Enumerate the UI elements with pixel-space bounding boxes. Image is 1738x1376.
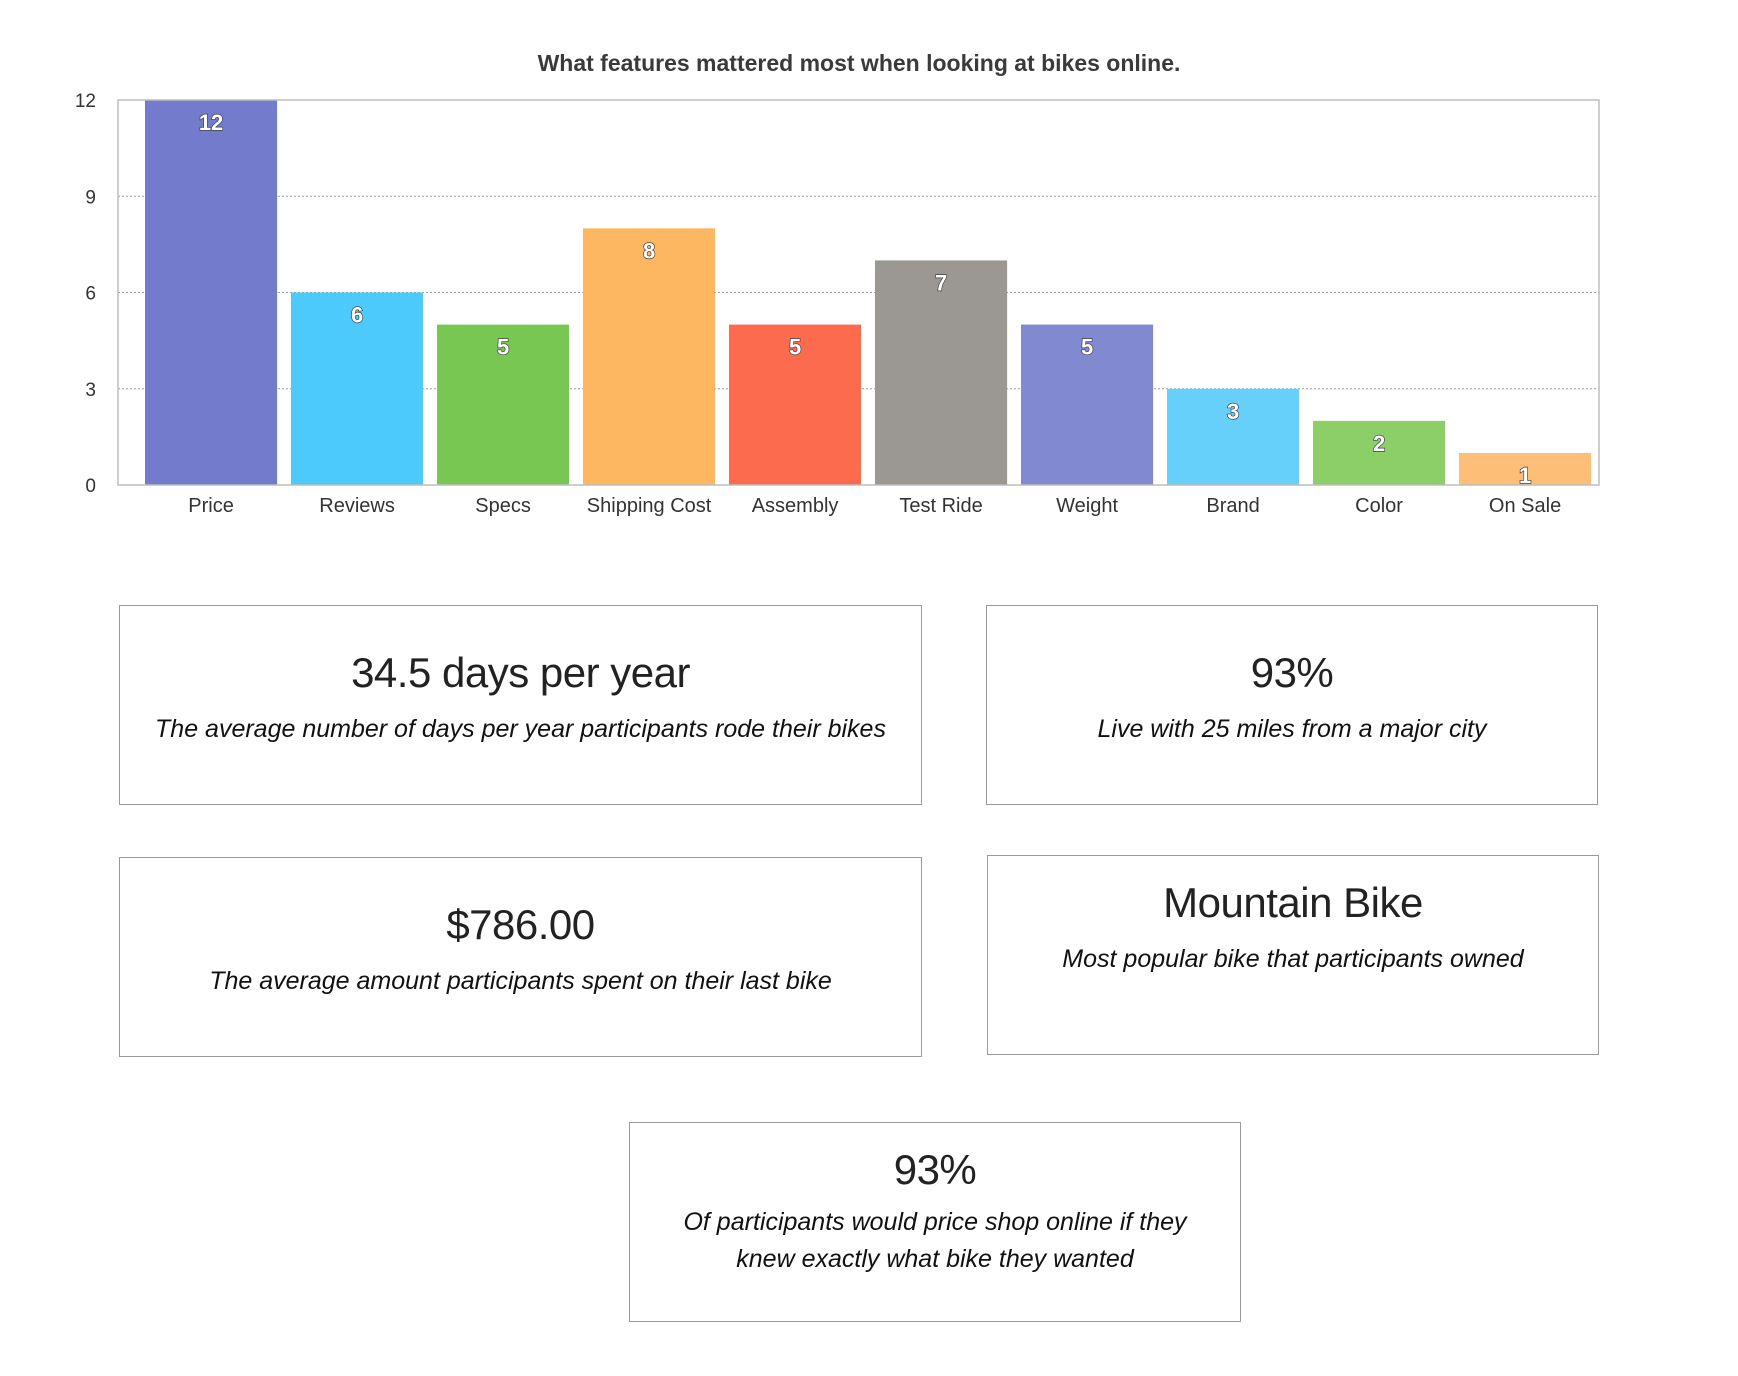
x-tick-label: Assembly [752, 495, 839, 517]
x-tick-label: Specs [475, 495, 531, 517]
x-tick-label: Weight [1056, 495, 1118, 517]
stat-value: 93% [893, 1146, 977, 1193]
bar-specs [437, 324, 570, 485]
bar-brand [1167, 388, 1300, 485]
data-label: 12 [199, 110, 223, 135]
stat-card-popular-bike: Mountain Bike Most popular bike that par… [987, 855, 1599, 1055]
stat-description: Most popular bike that participants owne… [1062, 945, 1524, 973]
stat-card-price-shop: 93% Of participants would price shop onl… [629, 1122, 1241, 1322]
bar-reviews [291, 292, 424, 485]
y-tick-label: 9 [85, 187, 96, 208]
stat-description: Live with 25 miles from a major city [1097, 715, 1487, 743]
stat-description: Of participants would price shop online … [683, 1204, 1186, 1278]
y-tick-label: 12 [75, 91, 96, 112]
bar-assembly [729, 324, 862, 485]
data-labels: 12 6 5 8 5 7 5 3 2 1 [198, 109, 1532, 488]
bar-weight [1021, 324, 1154, 485]
x-tick-label: Test Ride [899, 495, 982, 517]
stat-description: The average number of days per year part… [155, 715, 886, 743]
x-axis-labels: Price Reviews Specs Shipping Cost Assembly Te… [188, 495, 1561, 517]
stat-value: 34.5 days per year [351, 649, 690, 696]
stat-value: $786.00 [446, 901, 595, 948]
data-label: 5 [789, 335, 801, 360]
plot-frame [117, 99, 1600, 486]
bar-on-sale [1459, 452, 1592, 485]
bar-chart: What features mattered most when looking… [75, 50, 1600, 517]
data-label: 1 [1519, 463, 1531, 488]
data-label: 8 [643, 238, 655, 263]
bar-color [1313, 420, 1446, 485]
bars [145, 100, 1592, 486]
y-tick-label: 0 [85, 476, 96, 497]
data-label: 6 [351, 303, 363, 328]
x-tick-label: Reviews [319, 495, 395, 517]
stat-card-days-per-year: 34.5 days per year The average number of… [119, 605, 922, 805]
bar-price [145, 100, 278, 485]
stat-value: Mountain Bike [1163, 879, 1423, 926]
x-tick-label: Brand [1206, 495, 1259, 517]
stat-description-line-2: knew exactly what bike they wanted [736, 1245, 1134, 1273]
bar-test-ride [875, 260, 1008, 485]
data-label: 2 [1373, 431, 1385, 456]
x-tick-label: On Sale [1489, 495, 1561, 517]
y-tick-label: 3 [85, 380, 96, 401]
data-label: 7 [935, 270, 947, 295]
stat-description: The average amount participants spent on… [209, 967, 832, 995]
stat-description-line-1: Of participants would price shop online … [683, 1208, 1187, 1236]
data-label: 5 [1081, 335, 1093, 360]
bar-shipping-cost [583, 228, 716, 486]
x-tick-label: Price [188, 495, 234, 517]
data-label: 5 [497, 335, 509, 360]
stat-card-average-spend: $786.00 The average amount participants … [119, 857, 922, 1057]
x-tick-label: Color [1355, 495, 1403, 517]
y-tick-label: 6 [85, 284, 96, 305]
stat-card-near-city: 93% Live with 25 miles from a major city [986, 605, 1598, 805]
y-axis-ticks: 0 3 6 9 12 [75, 91, 96, 497]
stat-value: 93% [1250, 649, 1334, 696]
x-tick-label: Shipping Cost [587, 495, 712, 517]
data-label: 3 [1227, 399, 1239, 424]
chart-title: What features mattered most when looking… [538, 50, 1181, 76]
